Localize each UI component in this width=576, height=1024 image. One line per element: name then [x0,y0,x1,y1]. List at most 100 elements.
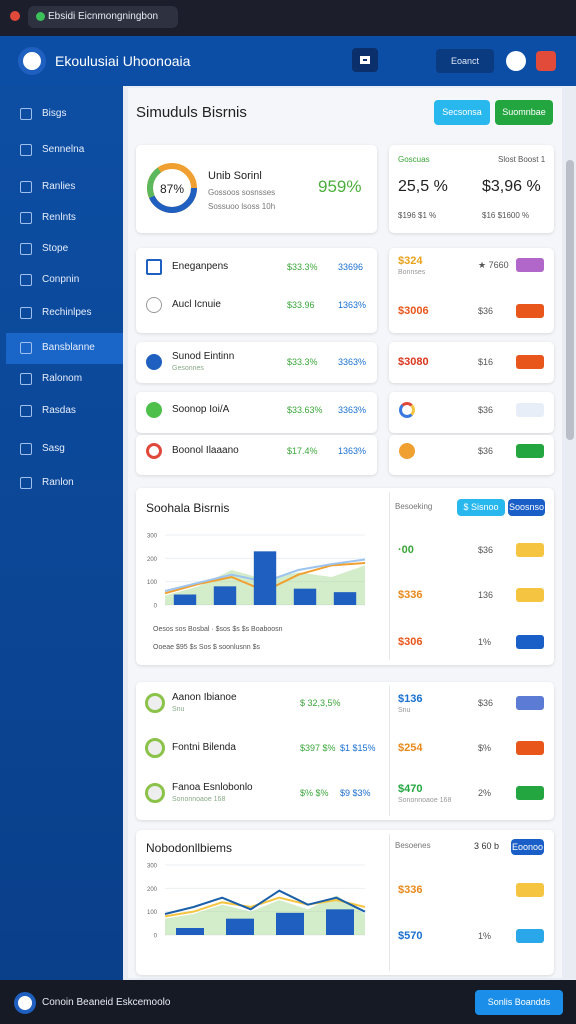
row-badge[interactable] [516,696,544,710]
sidebar-icon [20,181,32,193]
section-button[interactable]: $ Sisnoo [457,499,505,516]
row-mid: $36 [478,306,494,316]
page-button[interactable]: Suomnbae [495,100,553,125]
row-badge[interactable] [516,304,544,318]
chart-legend: Oesos sos Bosbal · $sos $s $s Boaboosn [153,626,283,633]
sidebar [0,86,123,980]
sidebar-item: Sasg [42,443,65,454]
footer-button[interactable]: Sonlis Boandds [475,990,563,1015]
summary-value: $3,96 % [482,178,541,195]
row-mid: 1% [478,637,492,647]
row-name: Boonol Ilaaano [172,445,239,456]
row-badge[interactable] [516,403,544,417]
row-sub: Bonnses [398,269,426,276]
sidebar-item: Rasdas [42,405,76,416]
row-value: $17.4% [287,446,318,456]
sidebar-icon [20,144,32,156]
row-icon [146,354,162,370]
row-value: $33.3% [287,262,318,272]
sidebar-icon [20,443,32,455]
summary-sub: Slost Boost 1 [498,155,546,164]
row-value: $ 32,3,5% [300,698,341,708]
header-avatar[interactable] [506,51,526,71]
sidebar-icon [20,212,32,224]
row-badge[interactable] [516,786,544,800]
row-sub: Sononnoaoe 168 [172,796,226,803]
row-badge[interactable] [516,741,544,755]
sidebar-item: Rechinlpes [42,307,92,318]
row-value: $33.96 [287,300,315,310]
row-badge[interactable] [516,543,544,557]
row-badge[interactable] [516,588,544,602]
row-name: Fanoa Esnlobonlo [172,782,253,793]
row-price: $3006 [398,305,429,317]
row-value: $9 $3% [340,788,371,798]
row-price: $570 [398,930,423,942]
row-value: 33696 [338,262,364,272]
sidebar-item: Conpnin [42,274,80,285]
sidebar-icon [20,373,32,385]
row-badge[interactable] [516,444,544,458]
scrollbar[interactable] [566,160,574,440]
row-card [136,342,377,383]
row-name: Eneganpens [172,261,229,272]
y-tick-label: 100 [147,910,158,916]
y-tick-label: 0 [154,934,158,940]
row-value: 1363% [338,300,367,310]
bar [173,594,197,605]
page-button[interactable]: Secsonsa [434,100,490,125]
row-badge[interactable] [516,258,544,272]
bar [226,918,254,935]
row-card [136,248,377,333]
donut-ring [147,163,197,213]
row-mid: $36 [478,545,494,555]
bar [253,551,277,605]
row-value: 3363% [338,357,367,367]
summary-card [136,145,377,233]
row-mid: $36 [478,446,494,456]
sidebar-icon [20,307,32,319]
sidebar-item: Ranlon [42,477,74,488]
sidebar-icon [20,405,32,417]
browser-tab[interactable] [28,6,178,28]
header-button[interactable]: Eoanct [436,49,494,73]
row-value: $1 $15% [340,743,376,753]
section-button[interactable]: Eoonoo [511,839,544,855]
row-card [136,392,377,433]
row-badge[interactable] [516,883,544,897]
y-tick-label: 200 [147,557,158,563]
row-sub: Snu [172,706,185,713]
bar [213,586,237,605]
row-value: $% $% [300,788,329,798]
row-mid: $16 [478,357,494,367]
summary-line: Gossoos sosnsses [208,188,276,197]
row-value: 3363% [338,405,367,415]
row-price: $136 [398,693,423,705]
summary-value: 959% [318,177,362,196]
section-label: Besoeking [395,502,433,511]
bar [333,592,357,605]
section-button[interactable]: Soosnso [508,499,545,516]
row-sub: Sononnoaoe 168 [398,797,452,804]
summary-title: Unib Sorinl [208,170,262,182]
header-alert[interactable] [536,51,556,71]
divider [389,492,390,660]
row-badge[interactable] [516,355,544,369]
summary-card [389,145,554,233]
y-tick-label: 100 [147,580,158,586]
summary-label: Goscuas [398,155,430,164]
sidebar-active [6,333,123,364]
line [164,896,366,918]
row-mid: 1% [478,931,492,941]
sidebar-icon [20,477,32,489]
row-price: $324 [398,255,423,267]
y-tick-label: 200 [147,887,158,893]
row-badge[interactable] [516,929,544,943]
row-badge[interactable] [516,635,544,649]
row-mid: $36 [478,405,494,415]
row-mid: 2% [478,788,492,798]
row-value: $33.63% [287,405,323,415]
page-title: Simuduls Bisrnis [136,104,247,121]
header-icon-button[interactable] [352,48,378,72]
